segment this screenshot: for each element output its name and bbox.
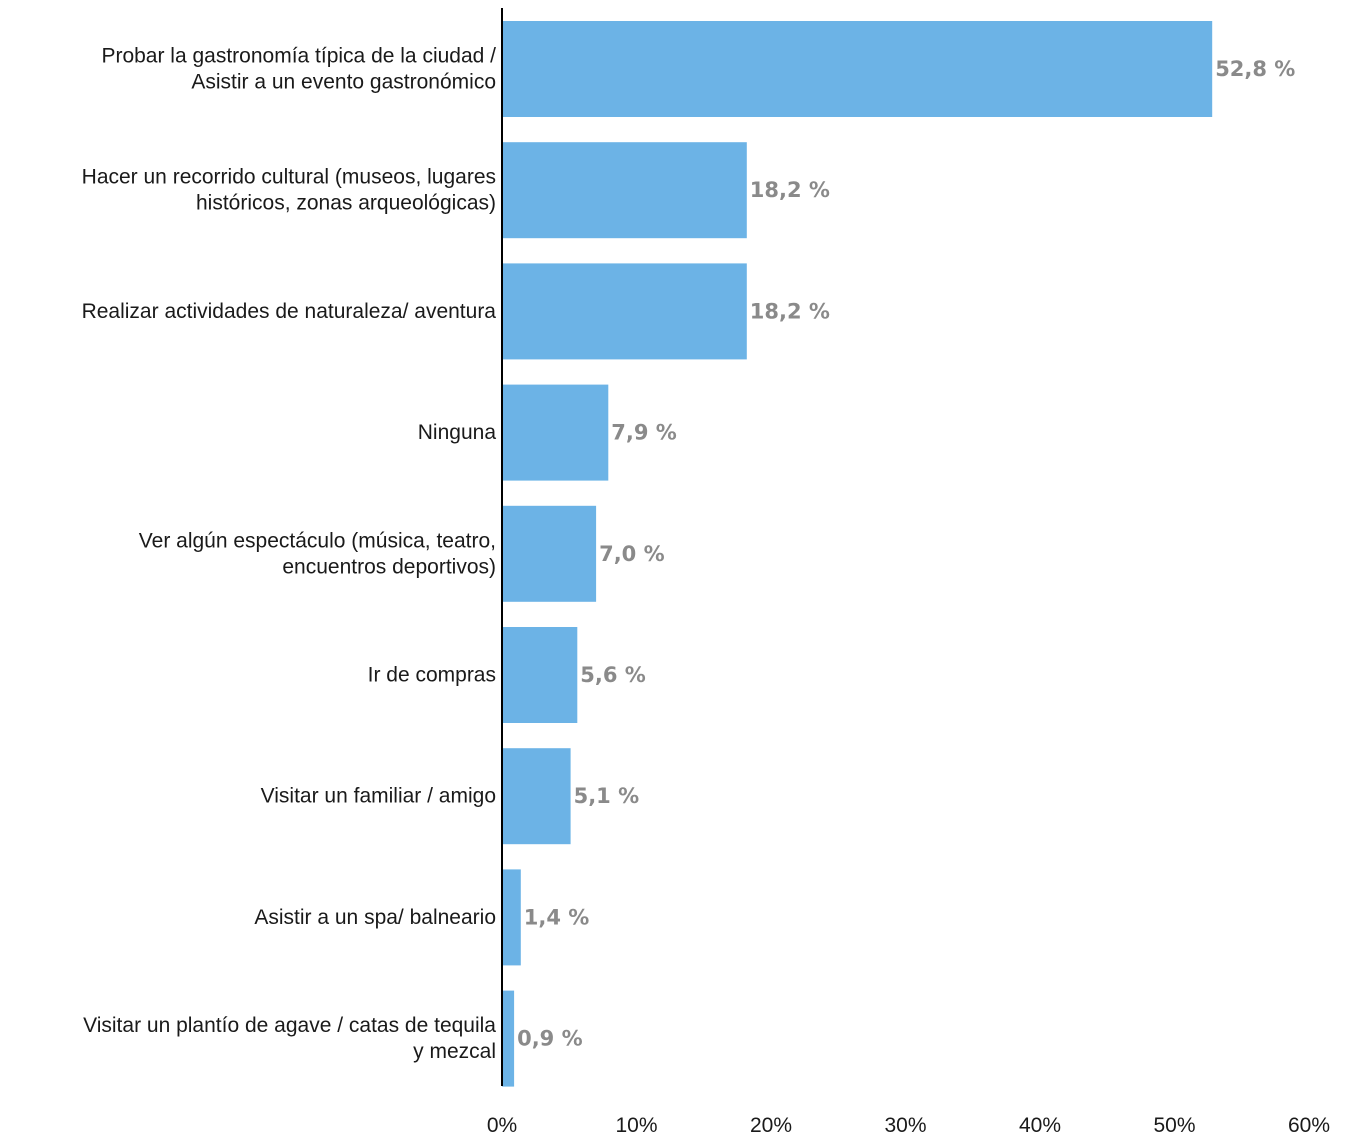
value-label-8: 1,4 % (524, 905, 590, 929)
value-label-6: 5,6 % (580, 663, 646, 687)
category-label-6: Ir de compras (368, 664, 496, 687)
value-label-1: 52,8 % (1215, 57, 1295, 81)
category-label-2: Hacer un recorrido cultural (museos, lug… (82, 166, 496, 215)
x-axis-ticks-group: 0% 10% 20% 30% 40% 50% 60% (487, 1114, 1330, 1137)
bar-6 (502, 627, 578, 723)
value-label-5: 7,0 % (599, 542, 665, 566)
category-label-line: Visitar un plantío de agave / catas de t… (83, 1014, 496, 1037)
category-label-line: Realizar actividades de naturaleza/ aven… (82, 300, 497, 323)
category-label-line: encuentros deportivos) (282, 555, 496, 578)
category-label-7: Visitar un familiar / amigo (261, 785, 496, 808)
bar-7 (502, 748, 571, 845)
value-label-7: 5,1 % (574, 784, 640, 808)
category-label-8: Asistir a un spa/ balneario (254, 906, 496, 929)
category-label-line: Ninguna (418, 421, 497, 444)
bar-5 (502, 505, 597, 602)
category-label-line: Ver algún espectáculo (música, teatro, (139, 529, 496, 552)
x-tick-label-60: 60% (1288, 1114, 1330, 1137)
category-label-line: Asistir a un evento gastronómico (191, 71, 496, 94)
bar-8 (502, 869, 521, 966)
value-label-4: 7,9 % (611, 421, 677, 445)
category-label-9: Visitar un plantío de agave / catas de t… (83, 1014, 496, 1063)
bar-4 (502, 384, 609, 481)
category-label-1: Probar la gastronomía típica de la ciuda… (101, 45, 496, 94)
value-label-9: 0,9 % (517, 1027, 583, 1051)
category-label-line: históricos, zonas arqueológicas) (196, 192, 496, 215)
value-labels-group: 52,8 % 18,2 % 18,2 % 7,9 % 7,0 % 5,6 % 5,1 % 1,… (517, 57, 1295, 1051)
category-label-line: Probar la gastronomía típica de la ciuda… (101, 45, 496, 68)
x-tick-label-30: 30% (884, 1114, 926, 1137)
x-tick-label-0: 0% (487, 1114, 517, 1137)
bar-9 (502, 990, 515, 1087)
x-tick-label-40: 40% (1019, 1114, 1061, 1137)
category-label-line: Asistir a un spa/ balneario (254, 906, 496, 929)
category-labels-group: Probar la gastronomía típica de la ciuda… (82, 45, 497, 1064)
bar-3 (502, 263, 747, 360)
category-label-line: Ir de compras (368, 664, 496, 687)
x-tick-label-50: 50% (1153, 1114, 1195, 1137)
bar-1 (502, 21, 1213, 117)
x-tick-label-10: 10% (615, 1114, 657, 1137)
x-tick-label-20: 20% (750, 1114, 792, 1137)
category-label-3: Realizar actividades de naturaleza/ aven… (82, 300, 497, 323)
bar-2 (502, 142, 747, 239)
value-label-2: 18,2 % (750, 178, 830, 202)
bars-group (502, 21, 1213, 1087)
category-label-line: Visitar un familiar / amigo (261, 785, 496, 808)
category-label-5: Ver algún espectáculo (música, teatro, en… (139, 529, 496, 578)
category-label-line: y mezcal (413, 1040, 496, 1063)
category-label-4: Ninguna (418, 421, 497, 444)
value-label-3: 18,2 % (750, 299, 830, 323)
category-label-line: Hacer un recorrido cultural (museos, lug… (82, 166, 496, 189)
